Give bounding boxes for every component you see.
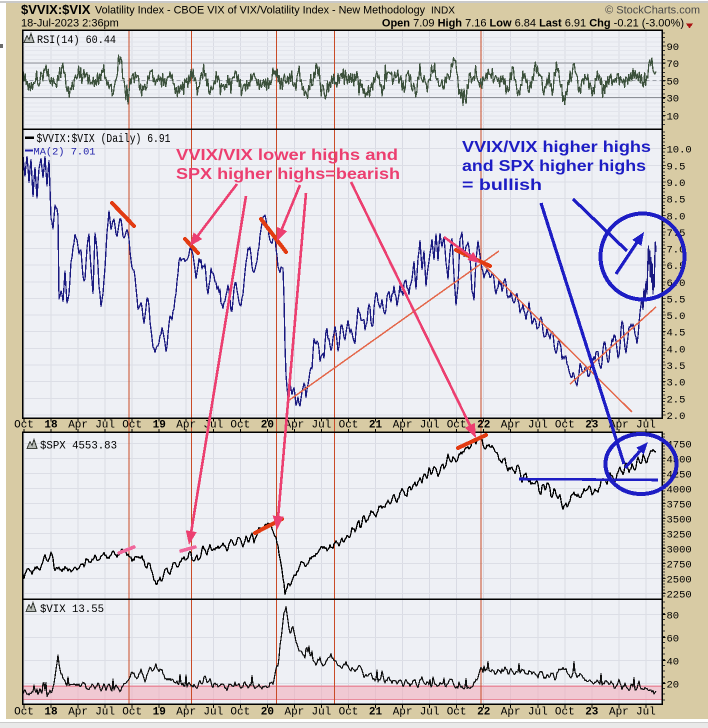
svg-text:MA(2) 7.01: MA(2) 7.01: [34, 147, 96, 159]
svg-text:21: 21: [369, 707, 383, 719]
svg-text:8.5: 8.5: [667, 195, 686, 207]
svg-text:Jul: Jul: [528, 707, 548, 719]
svg-text:Jul: Jul: [311, 707, 331, 719]
svg-text:Oct: Oct: [339, 707, 359, 719]
svg-text:VVIX/VIX lower highs and: VVIX/VIX lower highs and: [176, 147, 398, 164]
svg-text:8.0: 8.0: [667, 211, 686, 223]
svg-text:Jul: Jul: [420, 420, 440, 432]
svg-text:3250: 3250: [667, 530, 692, 542]
svg-text:3000: 3000: [667, 545, 692, 557]
svg-text:Jul: Jul: [528, 420, 548, 432]
svg-text:19: 19: [153, 420, 166, 432]
svg-text:22: 22: [477, 420, 490, 432]
svg-text:Jul: Jul: [203, 420, 223, 432]
svg-text:2.0: 2.0: [667, 411, 686, 423]
svg-text:3500: 3500: [667, 515, 692, 527]
svg-text:Apr: Apr: [609, 707, 629, 719]
svg-text:Oct: Oct: [230, 707, 250, 719]
svg-text:Oct: Oct: [447, 707, 467, 719]
svg-text:23: 23: [585, 420, 599, 432]
svg-text:Jul: Jul: [203, 707, 223, 719]
svg-text:22: 22: [477, 707, 490, 719]
svg-text:18-Jul-2023 2:36pm: 18-Jul-2023 2:36pm: [21, 18, 119, 30]
svg-text:9.0: 9.0: [667, 178, 686, 190]
svg-text:4000: 4000: [667, 485, 692, 497]
svg-text:Apr: Apr: [68, 707, 88, 719]
svg-text:Oct: Oct: [14, 707, 34, 719]
svg-text:7.0: 7.0: [667, 245, 686, 257]
svg-text:23: 23: [585, 707, 599, 719]
svg-text:2500: 2500: [667, 575, 692, 587]
svg-text:4.0: 4.0: [667, 344, 686, 356]
svg-text:10: 10: [667, 112, 680, 124]
svg-text:Open 7.09 High 7.16 Low 6.84 L: Open 7.09 High 7.16 Low 6.84 Last 6.91 C…: [382, 18, 684, 30]
svg-text:60: 60: [667, 633, 680, 645]
svg-text:SPX higher highs=bearish: SPX higher highs=bearish: [176, 166, 400, 183]
svg-text:Jul: Jul: [420, 707, 440, 719]
svg-text:Apr: Apr: [284, 707, 304, 719]
svg-text:90: 90: [667, 42, 680, 54]
svg-text:Apr: Apr: [284, 420, 304, 432]
svg-text:Jul: Jul: [95, 707, 115, 719]
svg-text:Jul: Jul: [636, 707, 656, 719]
svg-text:40: 40: [667, 657, 680, 669]
svg-text:9.5: 9.5: [667, 161, 686, 173]
svg-text:RSI(14) 60.44: RSI(14) 60.44: [37, 35, 116, 47]
svg-text:2750: 2750: [667, 560, 692, 572]
svg-text:Apr: Apr: [176, 420, 196, 432]
svg-text:Apr: Apr: [68, 420, 88, 432]
svg-text:$VVIX:$VIX: $VVIX:$VIX: [21, 2, 91, 17]
svg-text:Apr: Apr: [393, 707, 413, 719]
svg-text:Oct: Oct: [14, 420, 34, 432]
svg-text:3750: 3750: [667, 500, 692, 512]
svg-text:Oct: Oct: [122, 707, 142, 719]
svg-text:20: 20: [261, 707, 274, 719]
svg-text:Jul: Jul: [311, 420, 331, 432]
svg-text:Apr: Apr: [176, 707, 196, 719]
svg-text:80: 80: [667, 610, 680, 622]
svg-text:50: 50: [667, 77, 680, 89]
svg-text:INDX: INDX: [431, 6, 455, 17]
svg-text:Oct: Oct: [230, 420, 250, 432]
svg-text:Apr: Apr: [501, 420, 521, 432]
svg-text:= bullish: = bullish: [462, 177, 542, 194]
svg-text:70: 70: [667, 59, 680, 71]
svg-text:2250: 2250: [667, 590, 692, 602]
svg-text:Oct: Oct: [122, 420, 142, 432]
svg-text:18: 18: [44, 420, 58, 432]
svg-text:VVIX/VIX higher highs: VVIX/VIX higher highs: [462, 139, 651, 156]
svg-text:and SPX higher highs: and SPX higher highs: [462, 158, 646, 175]
svg-text:4.5: 4.5: [667, 328, 686, 340]
svg-text:Oct: Oct: [447, 420, 467, 432]
svg-text:5.0: 5.0: [667, 311, 686, 323]
svg-text:Oct: Oct: [555, 420, 575, 432]
svg-text:5.5: 5.5: [667, 295, 686, 307]
svg-text:10.0: 10.0: [667, 145, 692, 157]
svg-text:18: 18: [44, 707, 58, 719]
svg-text:Volatility Index - CBOE VIX of: Volatility Index - CBOE VIX of VIX/Volat…: [95, 5, 425, 17]
svg-text:Oct: Oct: [555, 707, 575, 719]
svg-text:Oct: Oct: [339, 420, 359, 432]
svg-text:30: 30: [667, 93, 680, 105]
svg-text:20: 20: [667, 680, 680, 692]
svg-text:2.5: 2.5: [667, 394, 686, 406]
svg-text:$VIX 13.55: $VIX 13.55: [40, 604, 104, 616]
svg-text:Jul: Jul: [95, 420, 115, 432]
svg-text:Apr: Apr: [393, 420, 413, 432]
svg-text:21: 21: [369, 420, 383, 432]
svg-text:20: 20: [261, 420, 274, 432]
svg-text:4500: 4500: [667, 454, 692, 466]
svg-text:© StockCharts.com: © StockCharts.com: [605, 5, 700, 17]
svg-text:$VVIX:$VIX (Daily) 6.91: $VVIX:$VIX (Daily) 6.91: [37, 133, 171, 146]
svg-text:$SPX 4553.83: $SPX 4553.83: [40, 441, 117, 453]
svg-text:19: 19: [153, 707, 166, 719]
svg-text:3.0: 3.0: [667, 378, 686, 390]
svg-text:3.5: 3.5: [667, 361, 686, 373]
svg-text:Jul: Jul: [636, 420, 656, 432]
svg-text:Apr: Apr: [501, 707, 521, 719]
